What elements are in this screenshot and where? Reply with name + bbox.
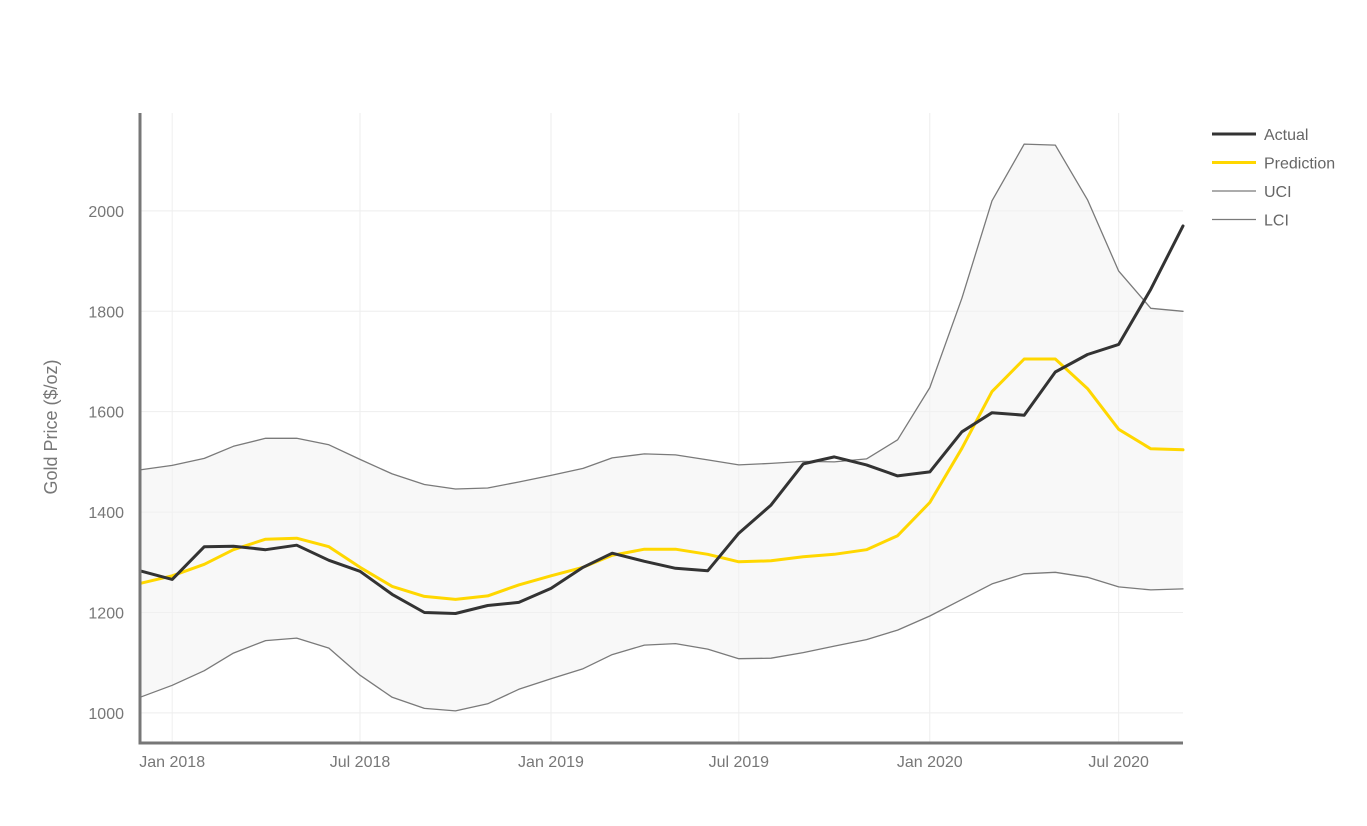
series-line-actual — [138, 224, 1185, 615]
x-tick-label: Jan 2020 — [897, 754, 963, 771]
legend-label: Prediction — [1264, 156, 1335, 173]
legend[interactable]: Actual Prediction UCI LCI — [1212, 127, 1335, 230]
series-line-prediction — [138, 357, 1185, 601]
confidence-band — [140, 144, 1183, 711]
y-tick-label: 1200 — [88, 605, 124, 622]
confidence-band-area — [140, 144, 1183, 711]
legend-item-lci[interactable]: LCI — [1212, 213, 1289, 230]
x-tick-label: Jul 2020 — [1088, 754, 1149, 771]
y-tick-label: 1600 — [88, 405, 124, 422]
legend-item-prediction[interactable]: Prediction — [1212, 156, 1335, 173]
x-tick-label: Jul 2018 — [330, 754, 391, 771]
y-tick-label: 1400 — [88, 505, 124, 522]
y-tick-label: 1800 — [88, 304, 124, 321]
x-tick-label: Jan 2019 — [518, 754, 584, 771]
series-lines — [138, 143, 1185, 712]
legend-label: LCI — [1264, 213, 1289, 230]
x-tick-label: Jul 2019 — [709, 754, 770, 771]
x-tick-label: Jan 2018 — [139, 754, 205, 771]
legend-item-uci[interactable]: UCI — [1212, 184, 1292, 201]
legend-label: UCI — [1264, 184, 1292, 201]
legend-label: Actual — [1264, 127, 1308, 144]
series-line-uci — [139, 143, 1184, 490]
y-tick-label: 1000 — [88, 706, 124, 723]
legend-item-actual[interactable]: Actual — [1212, 127, 1308, 144]
y-tick-label: 2000 — [88, 204, 124, 221]
tick-labels: 1000 1200 1400 1600 1800 2000 Jan 2018 Jul 2018… — [88, 204, 1149, 771]
y-axis-label: Gold Price ($/oz) — [41, 359, 61, 494]
axes — [138, 113, 1183, 745]
series-line-lci — [139, 571, 1184, 712]
